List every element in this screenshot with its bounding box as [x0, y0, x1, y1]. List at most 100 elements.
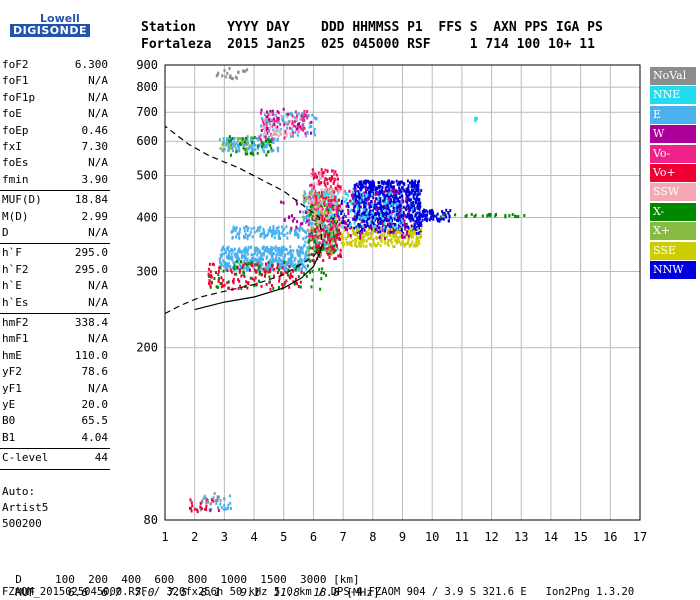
- data-point-sse: [371, 232, 374, 236]
- data-point-nne: [337, 191, 340, 195]
- data-point-x: [264, 272, 267, 276]
- data-point-nnw: [411, 179, 414, 183]
- data-point-vo: [237, 287, 240, 290]
- param-name: foF1: [2, 74, 29, 88]
- data-point-nnw: [396, 205, 399, 209]
- data-point-e: [227, 137, 230, 141]
- data-point-e: [247, 265, 250, 269]
- data-point-sse: [383, 239, 386, 243]
- data-point-nnw: [386, 189, 389, 193]
- data-point-e: [324, 226, 327, 230]
- data-point-e: [351, 191, 354, 194]
- data-point-e: [285, 248, 288, 252]
- data-point-nnw: [390, 200, 393, 204]
- data-point-e: [306, 205, 309, 209]
- data-point-nnw: [384, 229, 387, 233]
- data-point-sse: [370, 235, 372, 239]
- data-point-x: [311, 269, 314, 273]
- data-point-ssw: [308, 201, 311, 205]
- data-point-x: [470, 212, 473, 216]
- data-point-ssw: [270, 134, 273, 138]
- data-point-ssw: [316, 232, 319, 236]
- data-point-e: [272, 225, 275, 229]
- data-point-sse: [410, 230, 413, 234]
- data-point-e: [313, 245, 316, 249]
- data-point-w: [403, 214, 406, 218]
- data-point-e: [219, 261, 222, 264]
- data-point-e: [362, 208, 365, 212]
- data-point-nnw: [413, 222, 416, 226]
- data-point-e: [237, 146, 240, 150]
- data-point-sse: [399, 235, 401, 239]
- data-point-e: [259, 234, 262, 238]
- data-point-nnw: [366, 222, 369, 226]
- data-point-e: [223, 497, 226, 501]
- data-point-sse: [371, 230, 374, 234]
- data-point-e: [260, 254, 262, 258]
- data-point-sse: [319, 209, 322, 213]
- data-point-e: [266, 255, 269, 259]
- data-point-nnw: [376, 230, 379, 234]
- data-point-nnw: [414, 227, 417, 231]
- data-point-nnw: [359, 205, 362, 209]
- data-point-x: [327, 208, 330, 212]
- data-point-sse: [416, 239, 418, 243]
- data-point-vo: [218, 266, 221, 270]
- data-point-e: [297, 253, 300, 257]
- data-point-ssw: [311, 212, 314, 216]
- data-point-w: [297, 122, 299, 126]
- data-point-x: [454, 213, 457, 217]
- data-point-nnw: [385, 218, 388, 222]
- data-point-vo: [208, 262, 211, 266]
- param-separator: [0, 313, 110, 314]
- data-point-nnw: [359, 217, 362, 221]
- data-point-sse: [354, 238, 357, 242]
- data-point-w: [359, 236, 362, 240]
- data-point-x: [315, 249, 318, 253]
- data-point-w: [400, 233, 403, 237]
- data-point-e: [317, 241, 319, 245]
- x-tick-label: 7: [340, 530, 347, 544]
- data-point-vo: [292, 269, 294, 273]
- data-point-x: [251, 141, 254, 144]
- data-point-vo: [330, 245, 333, 249]
- data-point-x: [439, 215, 442, 219]
- data-point-e: [246, 137, 249, 141]
- data-point-e: [264, 234, 267, 238]
- data-point-nnw: [377, 222, 380, 226]
- data-point-nnw: [360, 180, 363, 184]
- data-point-vo: [315, 194, 318, 198]
- data-point-e: [306, 259, 309, 263]
- data-point-vo: [311, 234, 314, 238]
- data-point-nnw: [394, 223, 397, 226]
- data-point-x: [259, 271, 262, 275]
- data-point-e: [256, 258, 259, 262]
- data-point-w: [388, 230, 391, 234]
- data-point-noval: [216, 497, 219, 501]
- data-point-vo: [323, 180, 326, 184]
- data-point-nnw: [369, 203, 371, 207]
- data-point-sse: [361, 241, 364, 245]
- data-point-nne: [348, 224, 351, 228]
- data-point-e: [308, 125, 311, 129]
- data-point-nne: [374, 215, 377, 219]
- legend-item: Vo-: [650, 144, 696, 163]
- data-point-e: [235, 235, 238, 239]
- data-point-e: [309, 221, 311, 224]
- param-name: MUF(D): [2, 193, 42, 207]
- data-point-x: [335, 228, 338, 232]
- data-point-sse: [384, 241, 387, 245]
- data-point-sse: [357, 228, 360, 232]
- data-point-nnw: [384, 216, 387, 220]
- logo-digisonde: DIGISONDE: [10, 24, 90, 37]
- data-point-vo: [321, 207, 324, 211]
- data-point-e: [238, 232, 241, 236]
- data-point-e: [324, 239, 327, 243]
- data-point-e: [336, 247, 339, 251]
- data-point-vo: [325, 208, 328, 212]
- data-point-sse: [380, 236, 383, 240]
- data-point-nnw: [380, 180, 383, 184]
- data-point-nne: [323, 194, 326, 198]
- data-point-x: [240, 286, 243, 290]
- data-point-e: [233, 247, 236, 251]
